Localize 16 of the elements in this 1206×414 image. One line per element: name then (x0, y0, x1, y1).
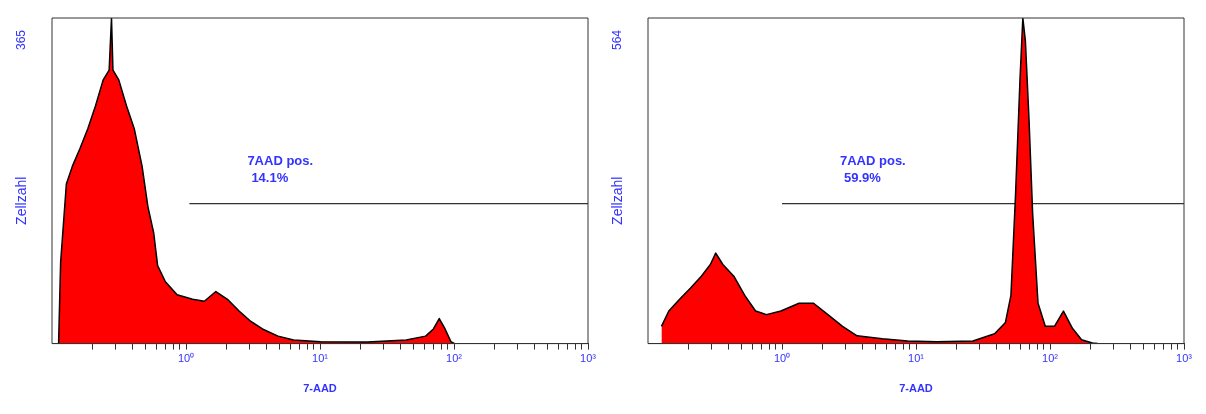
text: 365 (14, 29, 29, 51)
annotation: 7AAD pos. 14.1% (247, 153, 314, 186)
x-axis-title: 7-AAD (899, 382, 933, 395)
x-tick-label: 10⁰ (773, 352, 791, 365)
x-tick-label: 10³ (580, 352, 597, 365)
y-axis-title: Zellzahl (12, 176, 29, 225)
x-tick-label: 10² (1042, 352, 1059, 365)
text: 564 (610, 29, 625, 51)
x-tick-label: 10³ (1176, 352, 1193, 365)
annotation: 7AAD pos. 59.9% (840, 153, 906, 186)
x-tick-label: 10² (446, 352, 463, 365)
y-axis-title: Zellzahl (608, 176, 625, 225)
x-tick-label: 10¹ (312, 352, 329, 365)
x-tick-label: 10¹ (908, 352, 925, 365)
x-tick-label: 10⁰ (177, 352, 195, 365)
x-axis-title: 7-AAD (303, 382, 337, 395)
